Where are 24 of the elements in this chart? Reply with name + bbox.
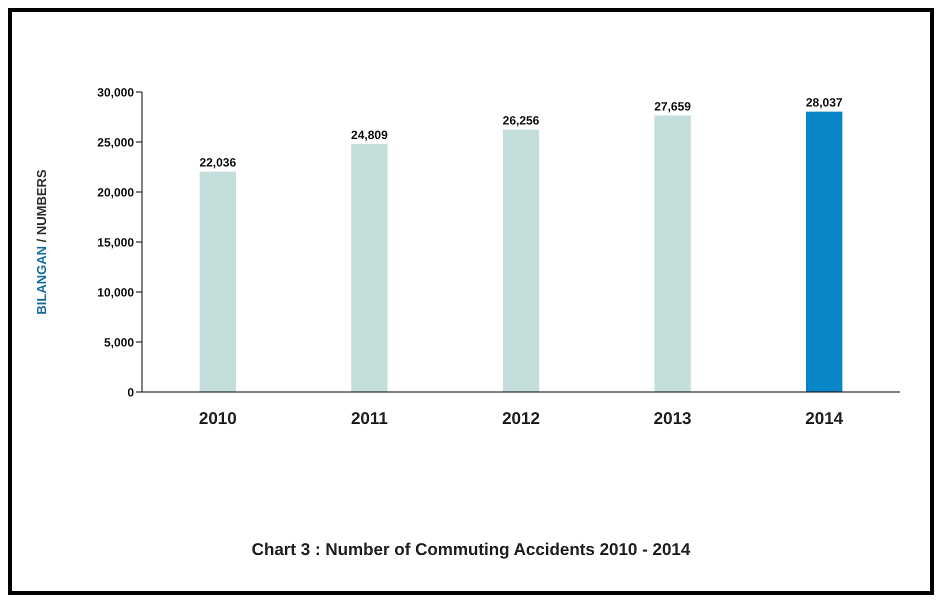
y-tick-label: 20,000 xyxy=(97,185,134,200)
y-tick-label: 25,000 xyxy=(97,135,134,150)
bar xyxy=(502,129,540,392)
y-tick-label: 5,000 xyxy=(104,335,134,350)
data-label: 27,659 xyxy=(654,99,692,114)
bar xyxy=(806,112,842,392)
x-tick-label: 2010 xyxy=(198,409,237,428)
data-label: 22,036 xyxy=(199,156,236,170)
x-tick-label: 2011 xyxy=(350,409,388,428)
y-tick-label: 30,000 xyxy=(97,85,134,100)
y-axis-title: BILANGAN / NUMBERS xyxy=(34,169,49,315)
x-tick-label: 2012 xyxy=(502,409,540,428)
bar xyxy=(654,115,691,392)
data-label: 26,256 xyxy=(502,113,540,128)
y-tick-label: 15,000 xyxy=(97,235,134,250)
y-tick-label: 10,000 xyxy=(97,285,134,300)
bar xyxy=(351,144,388,392)
data-label: 24,809 xyxy=(351,128,388,142)
x-tick-label: 2013 xyxy=(654,409,692,428)
x-tick-label: 2014 xyxy=(805,409,844,428)
bar xyxy=(200,172,236,392)
text: Chart 3 : Number of Commuting Accidents 2010 - 2014 xyxy=(250,540,692,560)
y-tick-label: 0 xyxy=(127,385,134,400)
data-label: 28,037 xyxy=(806,96,843,110)
